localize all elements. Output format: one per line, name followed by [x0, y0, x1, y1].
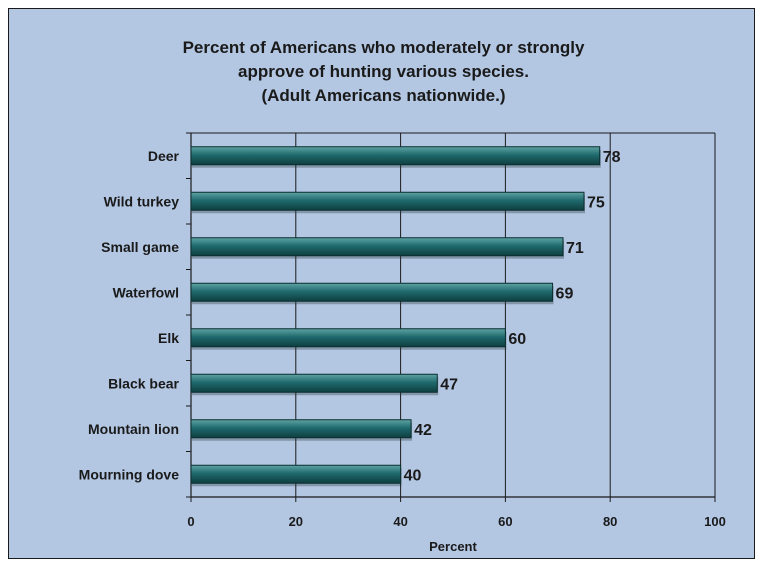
bar-deer	[190, 146, 601, 166]
category-label-mourning-dove: Mourning dove	[79, 466, 180, 482]
title-line-3: (Adult Americans nationwide.)	[261, 86, 506, 105]
value-label-wild-turkey: 75	[587, 194, 605, 211]
x-tick-label-40: 40	[393, 514, 407, 529]
category-label-black-bear: Black bear	[108, 375, 179, 391]
category-label-waterfowl: Waterfowl	[113, 284, 179, 300]
value-label-waterfowl: 69	[556, 285, 574, 302]
category-label-deer: Deer	[148, 148, 180, 164]
bar-small-game	[190, 237, 564, 257]
category-label-mountain-lion: Mountain lion	[88, 421, 179, 437]
x-tick-label-0: 0	[187, 514, 194, 529]
value-label-elk: 60	[508, 331, 526, 348]
labels: 0 20 40 60 80 100 Deer 78 Wild turkey 75 Small gam…	[79, 148, 726, 529]
category-label-elk: Elk	[158, 330, 179, 346]
x-tick-label-20: 20	[289, 514, 303, 529]
gridlines	[186, 132, 716, 502]
value-label-small-game: 71	[566, 240, 584, 257]
x-tick-label-60: 60	[498, 514, 512, 529]
bar-black-bear	[190, 373, 438, 393]
value-label-mountain-lion: 42	[414, 422, 432, 439]
value-label-deer: 78	[603, 149, 621, 166]
bars	[190, 146, 601, 487]
x-axis-title: Percent	[429, 539, 477, 554]
value-label-mourning-dove: 40	[404, 467, 422, 484]
bar-wild-turkey	[190, 191, 585, 211]
x-tick-label-100: 100	[704, 514, 726, 529]
title-line-2: approve of hunting various species.	[238, 62, 529, 81]
bar-waterfowl	[190, 282, 554, 302]
category-label-small-game: Small game	[101, 239, 179, 255]
x-tick-label-80: 80	[603, 514, 617, 529]
category-label-wild-turkey: Wild turkey	[104, 193, 180, 209]
title-line-1: Percent of Americans who moderately or s…	[182, 38, 585, 57]
bar-mourning-dove	[190, 464, 402, 484]
bar-elk	[190, 328, 506, 348]
chart-title: Percent of Americans who moderately or s…	[0, 36, 767, 108]
value-label-black-bear: 47	[440, 376, 458, 393]
bar-mountain-lion	[190, 419, 412, 439]
